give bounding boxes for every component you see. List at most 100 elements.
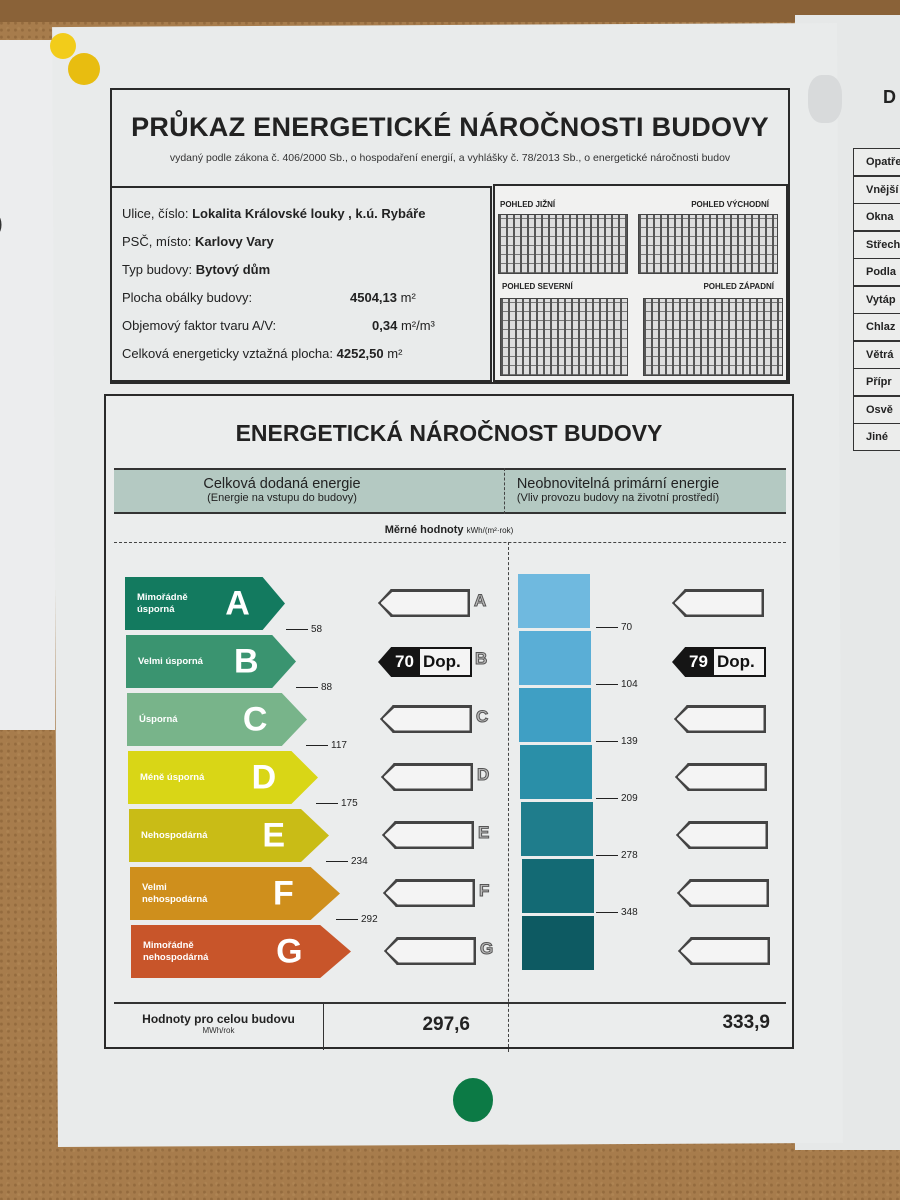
left-class-letter: C	[475, 707, 489, 727]
right-paper-row: Přípr	[853, 368, 900, 396]
energy-class-g: Mimořádně nehospodárná G	[131, 925, 351, 978]
right-threshold: 104	[596, 679, 638, 690]
left-class-letter: F	[478, 881, 490, 901]
certificate-header: PRŮKAZ ENERGETICKÉ NÁROČNOSTI BUDOVY vyd…	[110, 88, 790, 384]
right-threshold: 348	[596, 907, 638, 918]
right-paper-row: Opatře	[853, 148, 900, 176]
view-label: POHLED VÝCHODNÍ	[691, 200, 769, 209]
energy-section: ENERGETICKÁ NÁROČNOST BUDOVY Celková dod…	[104, 394, 794, 1052]
class-label: Mimořádně úsporná	[137, 591, 188, 615]
shape-unit: m²/m³	[400, 318, 435, 333]
rating-value: 70	[395, 652, 414, 671]
class-letter: F	[273, 874, 294, 912]
street-label: Ulice, číslo:	[122, 206, 189, 221]
right-class-box	[676, 821, 768, 849]
units-row: Měrné hodnoty kWh/(m²·rok)	[106, 524, 792, 536]
envelope-value: 4504,13	[350, 290, 397, 305]
view-label: POHLED JIŽNÍ	[500, 200, 556, 209]
primary-energy-bar-f	[521, 859, 594, 913]
left-class-box	[380, 705, 472, 733]
energy-class-f: Velmi nehospodárná F	[130, 867, 340, 920]
class-label: Nehospodárná	[141, 829, 208, 841]
street-value: Lokalita Královské louky , k.ú. Rybáře	[192, 206, 426, 221]
rating-value: 79	[689, 652, 708, 671]
left-rating-badge: 70 Dop.	[378, 647, 472, 677]
left-threshold: 58	[286, 624, 322, 635]
area-unit: m²	[387, 346, 403, 361]
class-label: Velmi nehospodárná	[142, 881, 208, 905]
right-paper-row: Střech	[853, 230, 900, 259]
class-label: Mimořádně nehospodárná	[143, 939, 209, 963]
primary-energy-bar-g	[522, 916, 595, 970]
left-class-letter: E	[477, 823, 490, 843]
class-letter: G	[276, 932, 303, 970]
left-class-letter: D	[476, 765, 490, 785]
left-class-box	[382, 821, 474, 849]
left-column-subtitle: (Energie na vstupu do budovy)	[207, 492, 357, 504]
totals-label: Hodnoty pro celou budovu	[142, 1012, 295, 1026]
units-label: Měrné hodnoty	[384, 524, 464, 536]
primary-energy-bar-e	[520, 802, 593, 856]
energy-class-e: Nehospodárná E	[129, 809, 329, 862]
right-paper-row: Okna	[853, 203, 900, 231]
energy-class-c: Úsporná C	[127, 693, 307, 746]
left-class-box	[384, 937, 476, 965]
right-threshold: 139	[596, 736, 638, 747]
view-east: POHLED VÝCHODNÍ	[638, 200, 778, 282]
right-threshold: 70	[596, 622, 632, 633]
city-label: PSČ, místo:	[122, 234, 192, 249]
right-paper-row: Vnější	[853, 175, 900, 204]
left-class-letter: A	[473, 591, 487, 611]
shape-label: Objemový faktor tvaru A/V:	[122, 318, 277, 333]
right-paper-row: Osvě	[853, 395, 900, 424]
left-threshold: 88	[296, 682, 332, 693]
right-paper-row: Podla	[853, 258, 900, 286]
building-info: Ulice, číslo: Lokalita Královské louky ,…	[112, 186, 492, 382]
right-paper-row: Jiné	[853, 423, 900, 451]
green-pushpin	[453, 1078, 493, 1122]
building-views: POHLED JIŽNÍ POHLED VÝCHODNÍ POHLED SEVE…	[493, 184, 788, 382]
subtitle: vydaný podle zákona č. 406/2000 Sb., o h…	[169, 152, 731, 164]
city-value: Karlovy Vary	[194, 234, 274, 249]
class-letter: C	[242, 700, 268, 738]
right-column-subtitle: (Vliv provozu budovy na životní prostřed…	[516, 492, 720, 504]
left-threshold: 175	[316, 798, 358, 809]
energy-class-b: Velmi úsporná B	[126, 635, 296, 688]
total-primary-energy: 333,9	[722, 1012, 770, 1033]
energy-class-a: Mimořádně úsporná A	[125, 577, 285, 630]
class-letter: D	[251, 758, 277, 796]
totals-unit: MWh/rok	[202, 1026, 235, 1035]
totals-row: Hodnoty pro celou budovu MWh/rok 297,6 3…	[114, 1002, 786, 1050]
right-paper-row: Větrá	[853, 340, 900, 369]
class-letter: A	[225, 584, 250, 622]
area-label: Celková energeticky vztažná plocha:	[122, 346, 334, 361]
view-north: POHLED SEVERNÍ	[500, 282, 635, 376]
primary-energy-bar-b	[518, 631, 591, 685]
rating-label: Dop.	[420, 649, 470, 675]
class-label: Méně úsporná	[140, 771, 205, 783]
right-column-title: Neobnovitelná primární energie	[516, 476, 720, 492]
left-class-box	[381, 763, 473, 791]
energy-column-headers: Celková dodaná energie (Energie na vstupu…	[114, 468, 786, 514]
left-class-letter: G	[479, 939, 494, 959]
view-label: POHLED SEVERNÍ	[502, 282, 573, 291]
right-class-box	[674, 705, 766, 733]
class-letter: B	[234, 642, 259, 680]
left-threshold: 117	[306, 740, 347, 751]
rating-label: Dop.	[714, 649, 764, 675]
right-class-box	[678, 937, 770, 965]
left-class-letter: B	[474, 649, 488, 669]
right-threshold: 278	[596, 850, 638, 861]
left-class-box	[383, 879, 475, 907]
energy-class-d: Méně úsporná D	[128, 751, 318, 804]
class-label: Velmi úsporná	[138, 655, 203, 667]
clear-pushpin	[808, 75, 842, 123]
primary-energy-bar-a	[518, 574, 590, 628]
energy-title: ENERGETICKÁ NÁROČNOST BUDOVY	[235, 420, 663, 446]
corkboard-frame	[0, 0, 900, 22]
right-threshold: 209	[596, 793, 638, 804]
view-label: POHLED ZÁPADNÍ	[703, 282, 774, 291]
type-value: Bytový dům	[195, 262, 271, 277]
shape-value: 0,34	[372, 318, 398, 333]
primary-energy-bar-c	[519, 688, 592, 742]
